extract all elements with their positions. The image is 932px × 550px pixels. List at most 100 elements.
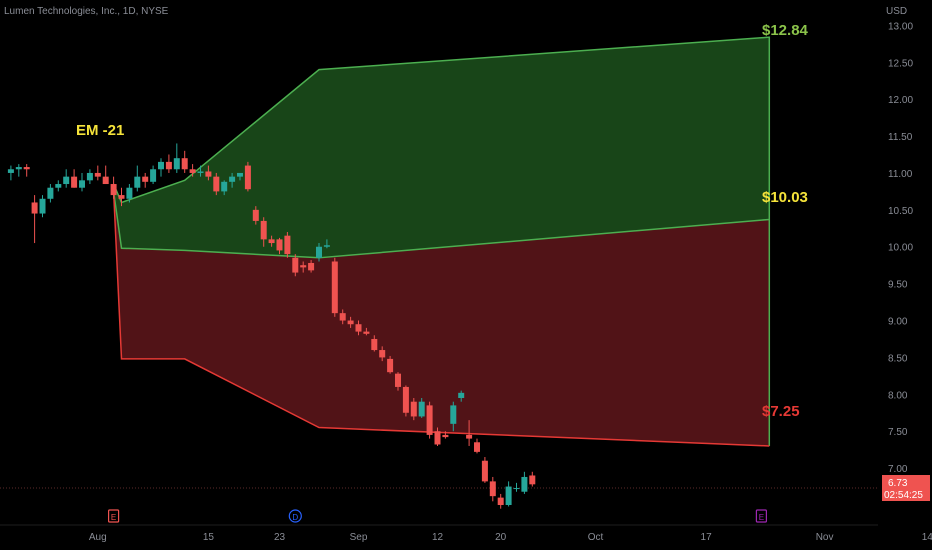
candle-body (276, 239, 283, 251)
candle (260, 217, 267, 247)
candle-body (474, 442, 480, 452)
candle (71, 169, 78, 188)
candle-body (379, 350, 386, 358)
event-marker[interactable]: D (288, 509, 302, 523)
candle-body (300, 265, 307, 268)
candle (481, 457, 488, 483)
candle (189, 164, 196, 177)
candle-body (434, 431, 441, 445)
candle-body (339, 313, 346, 321)
candle (442, 431, 449, 439)
y-tick-label: 9.00 (888, 317, 908, 328)
y-axis: USD 7.00 7.50 8.00 8.50 9.00 9.50 10.00 10.50 11… (886, 6, 913, 475)
candle (450, 401, 457, 432)
candle-body (237, 172, 243, 177)
band-labels: EM -21 $12.84 $10.03 $7.25 (76, 22, 809, 420)
x-tick-label: 20 (495, 532, 507, 543)
event-marker-letter: E (111, 513, 116, 522)
candle-body (110, 184, 117, 196)
x-tick-label: 12 (432, 532, 444, 543)
candle (371, 335, 378, 352)
candle-body (497, 497, 504, 505)
candle-body (55, 184, 62, 188)
candle (379, 346, 386, 362)
candle-body (292, 257, 299, 273)
last-price-value: 6.73 (888, 478, 908, 489)
candle-body (158, 161, 164, 170)
candle-body (126, 187, 133, 199)
candle-body (450, 405, 457, 424)
y-tick-label: 13.00 (888, 21, 913, 32)
earnings-marker-icon (107, 509, 120, 523)
candle-body (316, 246, 322, 258)
candle (165, 154, 172, 173)
candle-body (426, 405, 433, 435)
em-label: EM -21 (76, 122, 124, 139)
candle-body (529, 475, 536, 485)
candle-body (31, 202, 38, 214)
event-marker-letter: D (292, 513, 298, 522)
x-tick-label: Oct (588, 532, 604, 543)
y-tick-label: 8.50 (888, 353, 908, 364)
candle-body (418, 401, 425, 417)
candle (395, 372, 401, 391)
earnings-marker-icon (755, 509, 768, 523)
candle (458, 390, 465, 402)
y-tick-label: 11.50 (888, 132, 913, 143)
candle-body (323, 245, 330, 247)
candle (244, 161, 251, 192)
candle (292, 254, 299, 277)
candle (63, 169, 70, 188)
candle (513, 482, 520, 492)
last-price-badge: 6.73 02:54:25 (882, 475, 930, 501)
candle (323, 239, 330, 249)
candle (55, 180, 62, 192)
candle (7, 165, 14, 181)
candle-body (102, 176, 109, 185)
candle-body (229, 176, 236, 182)
x-tick-label: 15 (203, 532, 215, 543)
candle (489, 476, 496, 502)
price-countdown: 02:54:25 (884, 490, 923, 501)
candle-body (355, 324, 362, 332)
candle (181, 150, 188, 173)
candle-body (331, 261, 338, 314)
candle (158, 158, 164, 177)
y-tick-label: 7.50 (888, 427, 908, 438)
candles (7, 143, 536, 509)
y-tick-label: 7.00 (888, 464, 908, 475)
candle-body (466, 434, 473, 439)
expected-move-bands (0, 36, 878, 489)
mid-line-label: $10.03 (762, 189, 808, 206)
candle-body (402, 386, 409, 413)
candle (134, 165, 141, 192)
candle-body (347, 320, 354, 325)
candle (434, 427, 441, 446)
candle (118, 187, 125, 207)
candle-body (47, 187, 54, 199)
candle (410, 398, 417, 421)
candle-body (205, 171, 212, 177)
candle-body (260, 220, 267, 240)
event-marker[interactable]: E (755, 509, 768, 523)
candle-body (387, 358, 394, 373)
x-tick-label: Aug (89, 532, 107, 543)
event-marker[interactable]: E (107, 509, 120, 523)
dividend-marker-icon (288, 509, 302, 523)
y-tick-label: 12.00 (888, 95, 913, 106)
x-tick-label: 23 (274, 532, 286, 543)
currency-label: USD (886, 6, 907, 17)
candle-body (410, 401, 417, 417)
candle (347, 316, 354, 328)
lower-band-label: $7.25 (762, 403, 800, 420)
candle (418, 398, 425, 418)
candle (110, 176, 117, 199)
candle-body (118, 195, 125, 199)
candle-body (7, 169, 14, 173)
x-axis: Aug 15 23 Sep 12 20 Oct 17 Nov 14 (0, 524, 932, 543)
candle-body (15, 167, 22, 170)
candle-body (284, 235, 291, 255)
candle (363, 327, 370, 336)
